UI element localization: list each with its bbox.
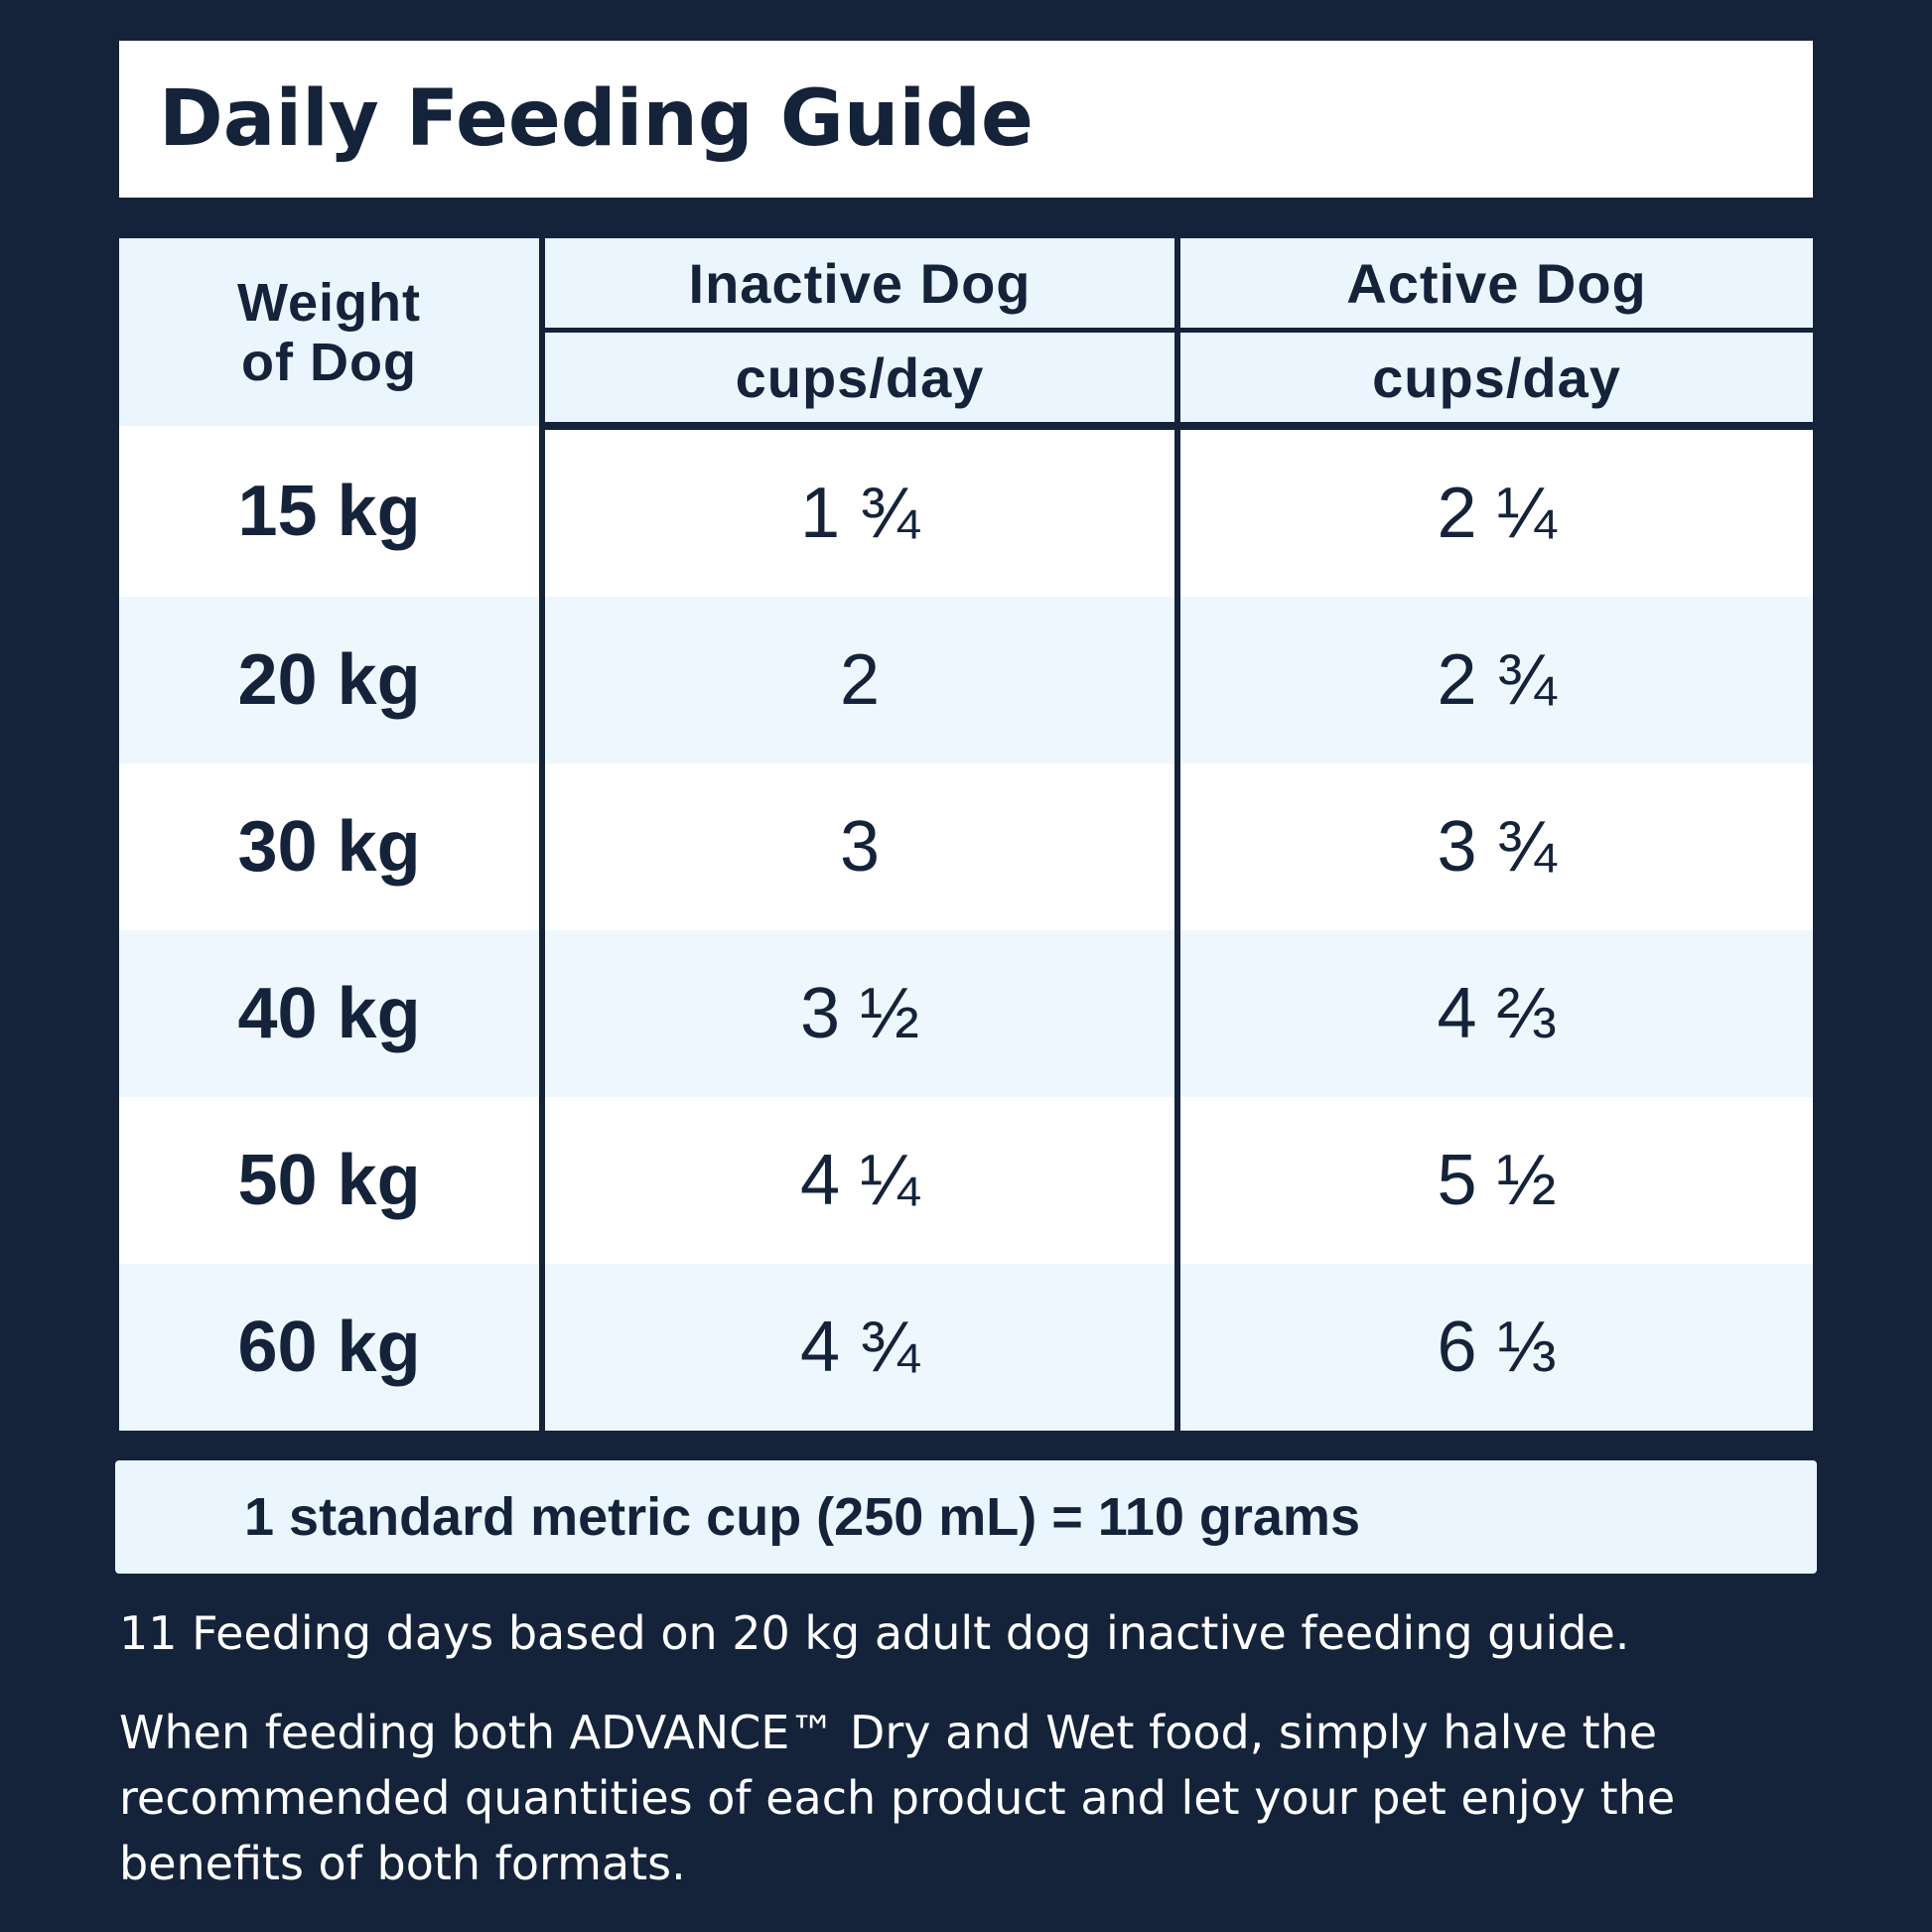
cell-inactive: 3 [542, 763, 1180, 930]
table-unit-row: cups/day cups/day [119, 330, 1813, 430]
cup-conversion-note: 1 standard metric cup (250 mL) = 110 gra… [115, 1460, 1817, 1574]
cell-active: 5 ½ [1177, 1097, 1813, 1264]
cell-inactive: 4 ¾ [542, 1264, 1180, 1431]
table-header-row: Weight of Dog Inactive Dog Active Dog [119, 238, 1813, 426]
cell-active: 3 ¾ [1177, 763, 1813, 930]
header-inactive-unit: cups/day [542, 330, 1180, 430]
table-row: 50 kg 4 ¼ 5 ½ [119, 1097, 1813, 1264]
cell-inactive: 1 ¾ [542, 426, 1180, 597]
header-weight: Weight of Dog [119, 238, 545, 426]
title-panel: Daily Feeding Guide [119, 41, 1813, 198]
header-active: Active Dog [1177, 238, 1813, 333]
page-title: Daily Feeding Guide [159, 74, 1034, 164]
cell-weight: 40 kg [119, 930, 545, 1097]
cell-weight: 60 kg [119, 1264, 545, 1431]
feeding-table-container: Weight of Dog Inactive Dog Active Dog cu… [119, 238, 1813, 1431]
cell-weight: 30 kg [119, 763, 545, 930]
footnote-mixed-feeding: When feeding both ADVANCE™ Dry and Wet f… [119, 1706, 1676, 1890]
cell-weight: 50 kg [119, 1097, 545, 1264]
table-row: 40 kg 3 ½ 4 ⅔ [119, 930, 1813, 1097]
cell-active: 4 ⅔ [1177, 930, 1813, 1097]
cell-active: 6 ⅓ [1177, 1264, 1813, 1431]
header-inactive: Inactive Dog [542, 238, 1180, 333]
cell-inactive: 3 ½ [542, 930, 1180, 1097]
table-row: 60 kg 4 ¾ 6 ⅓ [119, 1264, 1813, 1431]
cell-inactive: 2 [542, 597, 1180, 763]
feeding-table: Weight of Dog Inactive Dog Active Dog cu… [119, 238, 1813, 1431]
table-row: 15 kg 1 ¾ 2 ¼ [119, 426, 1813, 597]
cup-conversion-text: 1 standard metric cup (250 mL) = 110 gra… [244, 1487, 1360, 1547]
cell-active: 2 ¾ [1177, 597, 1813, 763]
table-row: 20 kg 2 2 ¾ [119, 597, 1813, 763]
footnote-feeding-days: 11 Feeding days based on 20 kg adult dog… [119, 1606, 1630, 1660]
header-active-unit: cups/day [1177, 330, 1813, 430]
header-weight-label: Weight of Dog [237, 272, 421, 392]
table-row: 30 kg 3 3 ¾ [119, 763, 1813, 930]
cell-weight: 20 kg [119, 597, 545, 763]
cell-weight: 15 kg [119, 426, 545, 597]
cell-active: 2 ¼ [1177, 426, 1813, 597]
cell-inactive: 4 ¼ [542, 1097, 1180, 1264]
